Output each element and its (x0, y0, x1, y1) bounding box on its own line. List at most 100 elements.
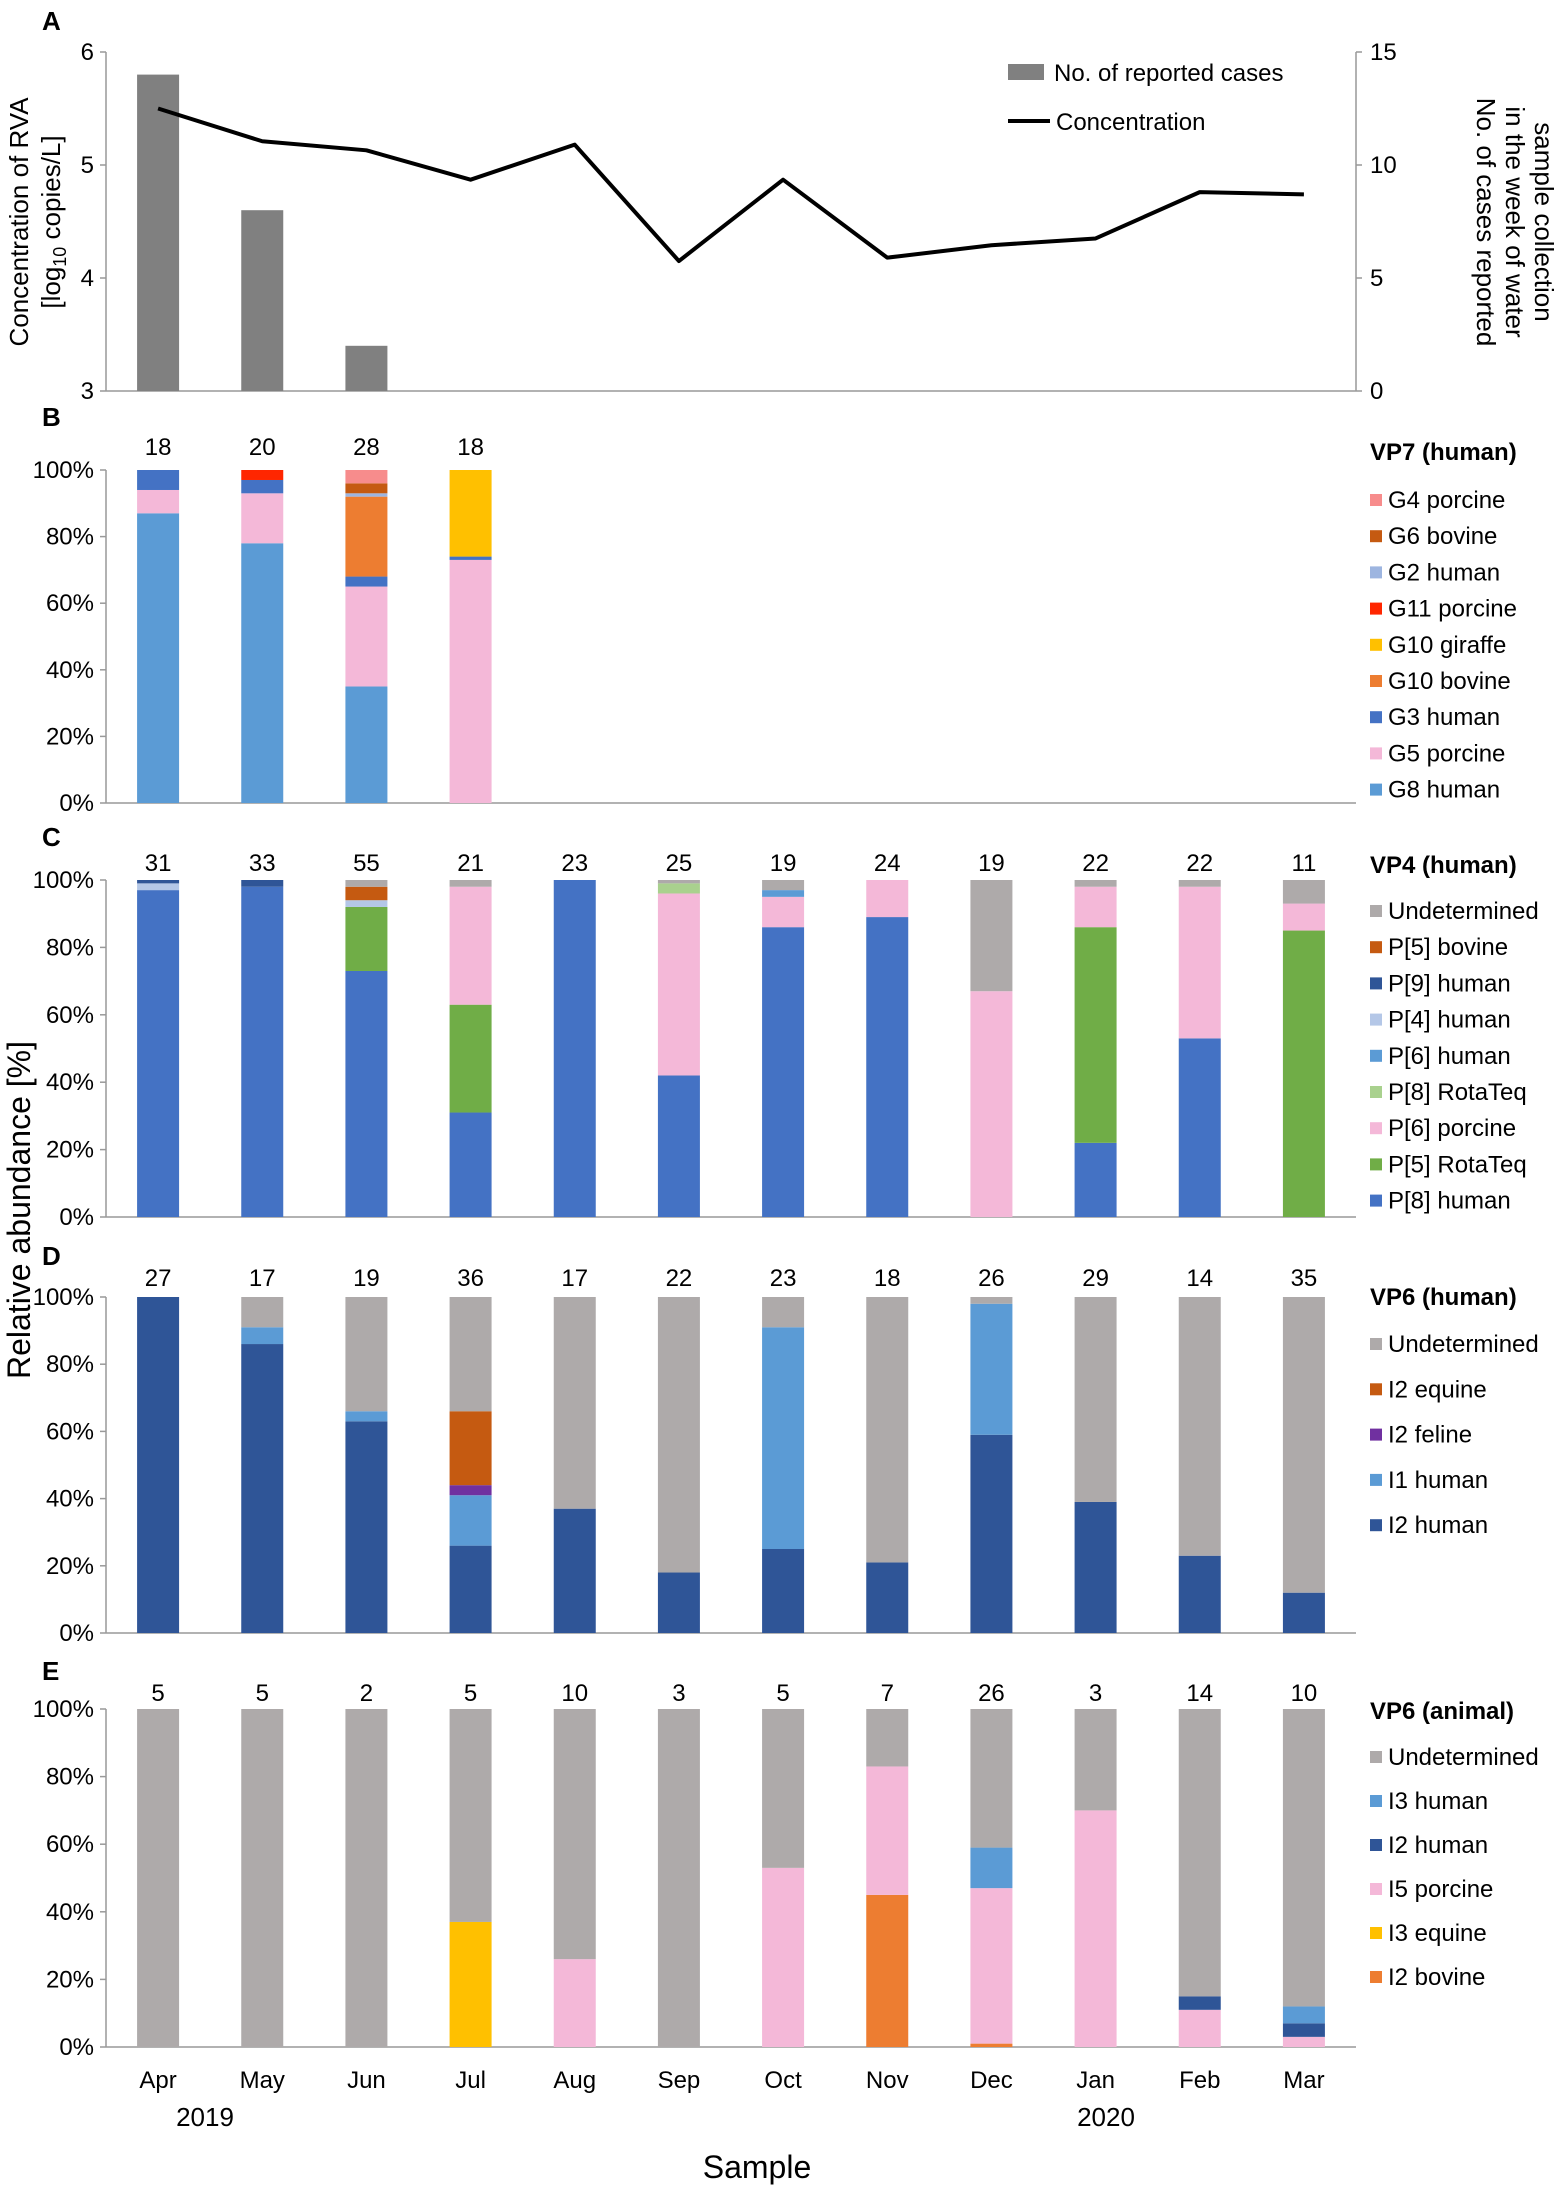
bar-segment-p-6-porcine-sep (657, 893, 700, 1076)
legend-swatch-p-5-rotateq (1370, 1158, 1382, 1171)
bar-segment-p-8-human-jun (345, 970, 388, 1217)
tick-label: 20% (46, 1553, 94, 1580)
bar-segment-undetermined-feb (1178, 1709, 1221, 1997)
bar-segment-p-9-human-apr (137, 880, 180, 884)
bar-segment-p-8-human-sep (657, 1075, 700, 1217)
legend-label-p-5-rotateq: P[5] RotaTeq (1388, 1151, 1527, 1178)
legend-label-i2-bovine: I2 bovine (1388, 1964, 1485, 1991)
sample-count-mar: 11 (1291, 850, 1316, 877)
y-axis-title-left-part2: copies/L] (36, 135, 66, 246)
sample-count-oct: 23 (770, 1265, 797, 1292)
legend-swatch-p-6-porcine (1370, 1122, 1382, 1135)
bar-segment-g5-porcine-may (241, 493, 284, 544)
month-label-nov: Nov (866, 2067, 909, 2094)
sample-count-dec: 26 (978, 1265, 1005, 1292)
tick-label: 20% (46, 1137, 94, 1164)
tick-label: 80% (46, 1351, 94, 1378)
bar-segment-p-8-human-feb (1178, 1038, 1221, 1217)
legend-swatch-i2-equine (1370, 1383, 1382, 1396)
sample-count-oct: 19 (770, 850, 797, 877)
bar-segment-undetermined-sep (657, 1709, 700, 2047)
bar-segment-i2-bovine-dec (970, 2043, 1013, 2047)
bar-segment-p-5-bovine-jun (345, 886, 388, 901)
tick-label: 100% (33, 457, 94, 484)
bar-segment-p-8-human-oct (762, 927, 805, 1217)
bar-segment-undetermined-oct (762, 1709, 805, 1868)
panel-letter-e: E (42, 1656, 59, 1686)
sample-count-mar: 10 (1291, 1680, 1318, 1707)
bar-segment-i2-human-may (241, 1344, 284, 1633)
bar-segment-i3-equine-jul (449, 1921, 492, 2047)
sample-count-jul: 21 (457, 850, 484, 877)
sample-count-apr: 31 (145, 850, 172, 877)
bar-segment-undetermined-mar (1282, 1297, 1325, 1593)
month-label-apr: Apr (139, 2067, 176, 2094)
sample-count-may: 17 (249, 1265, 276, 1292)
sample-count-nov: 18 (874, 1265, 901, 1292)
bar-segment-p-4-human-apr (137, 883, 180, 891)
tick-label: 60% (46, 1002, 94, 1029)
legend-swatch-i3-equine (1370, 1927, 1382, 1939)
bar-segment-i2-human-nov (866, 1562, 909, 1633)
sample-count-dec: 26 (978, 1680, 1005, 1707)
bar-segment-p-8-human-jul (449, 1112, 492, 1217)
x-axis-title: Sample (703, 2149, 812, 2185)
legend-label-g8-human: G8 human (1388, 777, 1500, 804)
legend-swatch-g10-giraffe (1370, 638, 1382, 651)
y-axis-title-left-line1: Concentration of RVA (4, 97, 34, 347)
bar-segment-p-8-human-jan (1074, 1142, 1117, 1217)
month-label-oct: Oct (764, 2067, 802, 2094)
legend-swatch-p-9-human (1370, 977, 1382, 990)
legend-swatch-reported-cases (1008, 64, 1044, 80)
bar-segment-g8-human-may (241, 543, 284, 803)
bar-segment-undetermined-jan (1074, 1297, 1117, 1502)
bar-segment-undetermined-jan (1074, 1709, 1117, 1811)
bar-segment-undetermined-jun (345, 1297, 388, 1412)
panel-e: E 0% 20% 40% 60% 80% 100% 5 5 2 5 10 3 5 7 26 3 14 10 VP6 … (33, 1656, 1539, 2061)
y-axis-title-left-subscript: 10 (50, 247, 70, 267)
month-label-dec: Dec (970, 2067, 1013, 2094)
bar-segment-p-6-human-oct (762, 890, 805, 897)
legend-swatch-g6-bovine (1370, 530, 1382, 543)
sample-count-jun: 2 (360, 1680, 373, 1707)
legend-swatch-i3-human (1370, 1795, 1382, 1807)
legend-swatch-undetermined (1370, 1338, 1382, 1350)
sample-count-apr: 27 (145, 1265, 172, 1292)
bar-segment-i1-human-jun (345, 1411, 388, 1422)
bar-segment-g5-porcine-jul (449, 559, 492, 803)
bar-segment-undetermined-feb (1178, 880, 1221, 887)
legend-label-i2-human: I2 human (1388, 1832, 1488, 1859)
sample-count-nov: 24 (874, 850, 901, 877)
legend-label-g10-bovine: G10 bovine (1388, 668, 1511, 695)
sample-count-may: 20 (249, 434, 276, 461)
bar-segment-p-5-rotateq-jan (1074, 927, 1117, 1143)
legend-swatch-g11-porcine (1370, 602, 1382, 615)
legend-swatch-g10-bovine (1370, 675, 1382, 687)
bar-segment-p-8-human-nov (866, 917, 909, 1217)
tick-label: 40% (46, 1486, 94, 1513)
bar-segment-undetermined-mar (1282, 1709, 1325, 2007)
bar-segment-p-6-porcine-jul (449, 886, 492, 1005)
bar-segment-i2-human-apr (137, 1297, 180, 1633)
bar-segment-i5-porcine-mar (1282, 2036, 1325, 2047)
bar-segment-p-5-rotateq-jun (345, 906, 388, 971)
legend-swatch-g5-porcine (1370, 747, 1382, 760)
bar-segment-i1-human-oct (762, 1327, 805, 1549)
bar-segment-undetermined-jul (449, 1297, 492, 1412)
sample-count-jan: 29 (1082, 1265, 1109, 1292)
sample-count-sep: 25 (666, 850, 693, 877)
sample-count-jun: 55 (353, 850, 380, 877)
bar-segment-g3-human-may (241, 479, 284, 494)
bar-segment-undetermined-jun (345, 1709, 388, 2047)
legend-swatch-p-5-bovine (1370, 941, 1382, 954)
panel-a: A Concentration of RVA [log10 copies/L] … (4, 6, 1559, 405)
bar-segment-i5-porcine-oct (762, 1867, 805, 2047)
legend-swatch-p-8-rotateq (1370, 1086, 1382, 1098)
bar-segment-undetermined-apr (137, 1709, 180, 2047)
legend-swatch-i2-feline (1370, 1428, 1382, 1441)
tick-label-right: 15 (1370, 39, 1397, 66)
tick-label: 40% (46, 657, 94, 684)
legend-label-i2-equine: I2 equine (1388, 1376, 1487, 1403)
year-label-2020: 2020 (1077, 2102, 1135, 2132)
